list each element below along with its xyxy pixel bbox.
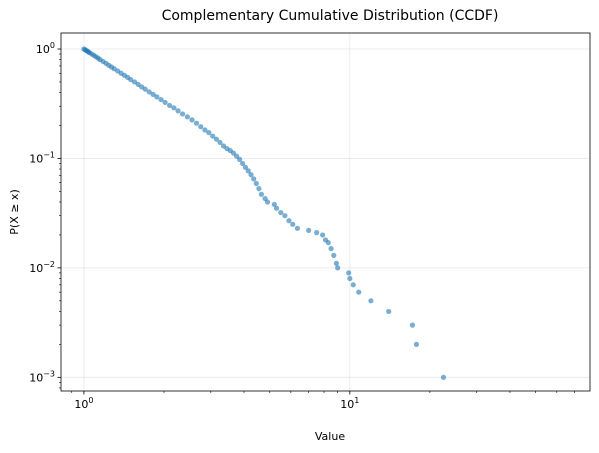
data-point [154,94,160,100]
data-point [413,341,420,347]
data-point [179,111,186,117]
data-point [193,120,200,126]
data-point [233,153,240,159]
data-point [271,201,277,208]
data-point [333,260,339,266]
data-point [314,230,320,236]
data-point [331,252,337,259]
chart-title: Complementary Cumulative Distribution (C… [162,8,499,24]
data-point [440,374,447,380]
data-point [150,91,156,97]
data-point [131,79,138,85]
data-point [158,96,164,103]
data-point [325,240,331,246]
y-tick-label: 10−1 [29,150,55,165]
data-point [290,221,296,227]
data-point [189,117,195,123]
data-point [278,209,284,216]
data-point [237,156,243,162]
data-point [258,191,265,197]
data-point [320,232,326,238]
data-point [213,136,220,142]
data-point [162,99,168,106]
data-point [347,275,353,282]
data-point [239,160,246,167]
data-point [248,172,254,178]
data-point [245,168,251,174]
data-point [386,308,392,315]
y-axis-label: P(X ≥ x) [8,189,21,234]
data-point [175,108,181,114]
data-points [81,46,447,380]
y-tick-label: 100 [36,41,55,56]
data-point [210,133,216,139]
data-point [350,282,356,288]
data-point [264,199,271,205]
data-point [146,89,152,95]
data-point [328,246,334,252]
y-tick-label: 10−2 [29,260,55,275]
axis-ticks: 100 101 100 10−1 10−2 10−3 [29,41,575,411]
data-point [306,227,312,234]
data-point [273,205,280,211]
grid-lines [61,33,590,391]
data-point [251,176,257,182]
data-point [184,114,191,120]
data-point [242,164,249,170]
data-point [409,322,416,328]
data-point [286,218,292,224]
y-tick-label: 10−3 [29,369,55,384]
data-point [346,270,352,276]
data-point [282,213,288,219]
x-tick-label: 100 [74,396,93,411]
data-point [335,265,341,271]
data-point [198,124,204,130]
plot-border [60,32,591,392]
x-tick-label: 101 [340,396,359,411]
data-point [294,225,300,231]
data-point [142,86,148,92]
data-point [202,127,208,133]
data-point [217,139,223,146]
x-axis-label: Value [315,430,345,443]
data-point [206,130,212,136]
data-point [167,102,173,109]
data-point [253,180,259,187]
data-point [356,289,362,295]
data-point [368,298,374,304]
data-point [171,105,177,111]
data-point [128,77,134,83]
data-point [256,186,262,192]
